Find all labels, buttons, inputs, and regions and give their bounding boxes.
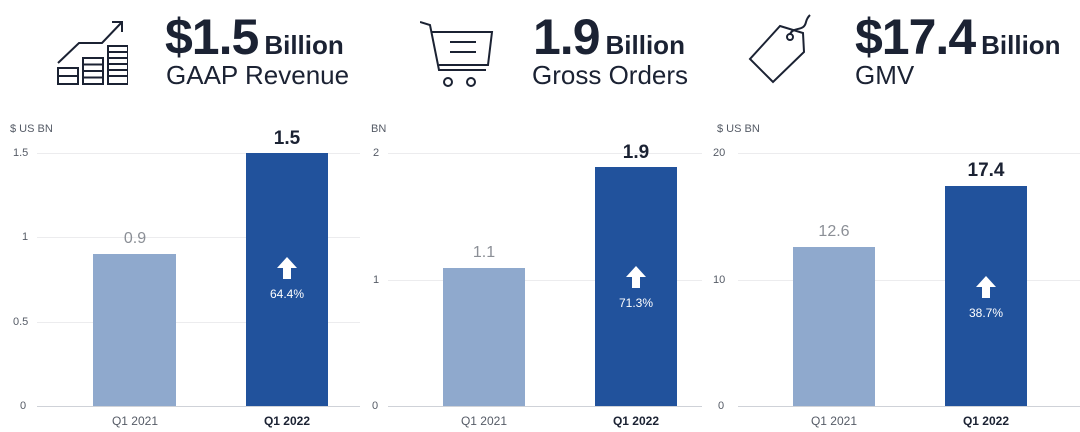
x-category-label: Q1 2021	[460, 414, 508, 428]
up-arrow-icon	[277, 257, 297, 279]
kpi-gmv: $17.4 Billion GMV	[720, 0, 1080, 110]
kpi-label: GMV	[855, 60, 915, 90]
kpi-gross-orders: 1.9 Billion Gross Orders	[360, 0, 720, 110]
y-axis-unit-label: BN	[371, 123, 387, 135]
bar-value-label: 1.9	[622, 142, 650, 163]
kpi-gaap-revenue: $1.5 Billion GAAP Revenue	[0, 0, 360, 110]
y-axis-unit-label: $ US BN	[717, 123, 760, 135]
bar-q1-2021	[793, 247, 875, 406]
bar-q1-2022	[246, 153, 328, 406]
y-tick: 0	[372, 400, 379, 412]
kpi-value: $17.4	[855, 9, 976, 65]
kpi-label: GAAP Revenue	[166, 60, 350, 90]
y-tick: 0	[20, 400, 27, 412]
y-tick: 1	[373, 274, 380, 286]
gridline	[738, 153, 1080, 154]
y-tick: 0.5	[13, 316, 29, 328]
shopping-cart-icon	[420, 21, 494, 87]
y-tick: 1	[22, 231, 29, 243]
y-axis-unit-label: $ US BN	[10, 123, 53, 135]
kpi-unit: Billion	[981, 30, 1061, 60]
x-axis-line	[37, 406, 360, 407]
gridline	[37, 153, 360, 154]
y-tick: 20	[713, 147, 726, 159]
kpi-value: $1.5	[165, 9, 259, 65]
y-tick: 0	[718, 400, 725, 412]
kpi-value: 1.9	[533, 9, 601, 65]
kpi-unit: Billion	[264, 30, 344, 60]
gridline	[738, 280, 1080, 281]
y-tick: 10	[713, 274, 726, 286]
gridline	[37, 322, 360, 323]
growth-percentage: 38.7%	[968, 306, 1004, 320]
growth-percentage: 71.3%	[618, 296, 654, 310]
x-category-label: Q1 2022	[612, 414, 660, 428]
kpi-unit: Billion	[605, 30, 685, 60]
bar-value-label: 1.5	[273, 128, 301, 149]
up-arrow-icon	[626, 266, 646, 288]
y-tick: 1.5	[13, 147, 29, 159]
x-category-label: Q1 2021	[111, 414, 159, 428]
bar-q1-2021	[443, 268, 525, 406]
chart-gross-orders: BN 2 1 0 1.1 1.9 71.3% Q1 2021 Q1 2022	[360, 110, 720, 432]
growth-indicator: 71.3%	[596, 266, 676, 312]
growth-chart-icon	[57, 21, 128, 85]
gridline	[388, 153, 702, 154]
up-arrow-icon	[976, 276, 996, 298]
gridline	[388, 280, 702, 281]
bar-value-label: 17.4	[967, 160, 1005, 181]
x-axis-line	[738, 406, 1080, 407]
chart-gmv: $ US BN 20 10 0 12.6 17.4 38.7% Q1 2021 …	[713, 110, 1080, 432]
x-category-label: Q1 2022	[263, 414, 311, 428]
kpi-value-line: $17.4 Billion	[855, 8, 1061, 66]
bar-q1-2021	[93, 254, 176, 406]
x-category-label: Q1 2021	[810, 414, 858, 428]
price-tag-icon	[748, 14, 811, 84]
bar-value-label: 12.6	[818, 223, 850, 240]
kpi-value-line: $1.5 Billion	[165, 8, 344, 66]
x-category-label: Q1 2022	[962, 414, 1010, 428]
kpi-value-line: 1.9 Billion	[533, 8, 685, 66]
growth-percentage: 64.4%	[269, 287, 305, 301]
gridline	[37, 237, 360, 238]
kpi-label: Gross Orders	[532, 60, 689, 90]
bar-value-label: 1.1	[472, 244, 496, 261]
growth-indicator: 38.7%	[946, 276, 1026, 322]
x-axis-line	[388, 406, 702, 407]
y-tick: 2	[373, 147, 380, 159]
chart-gaap-revenue: $ US BN 1.5 1 0.5 0 0.9 1.5 64.4% Q1 202…	[0, 110, 360, 432]
bar-value-label: 0.9	[123, 230, 147, 247]
growth-indicator: 64.4%	[247, 257, 327, 303]
